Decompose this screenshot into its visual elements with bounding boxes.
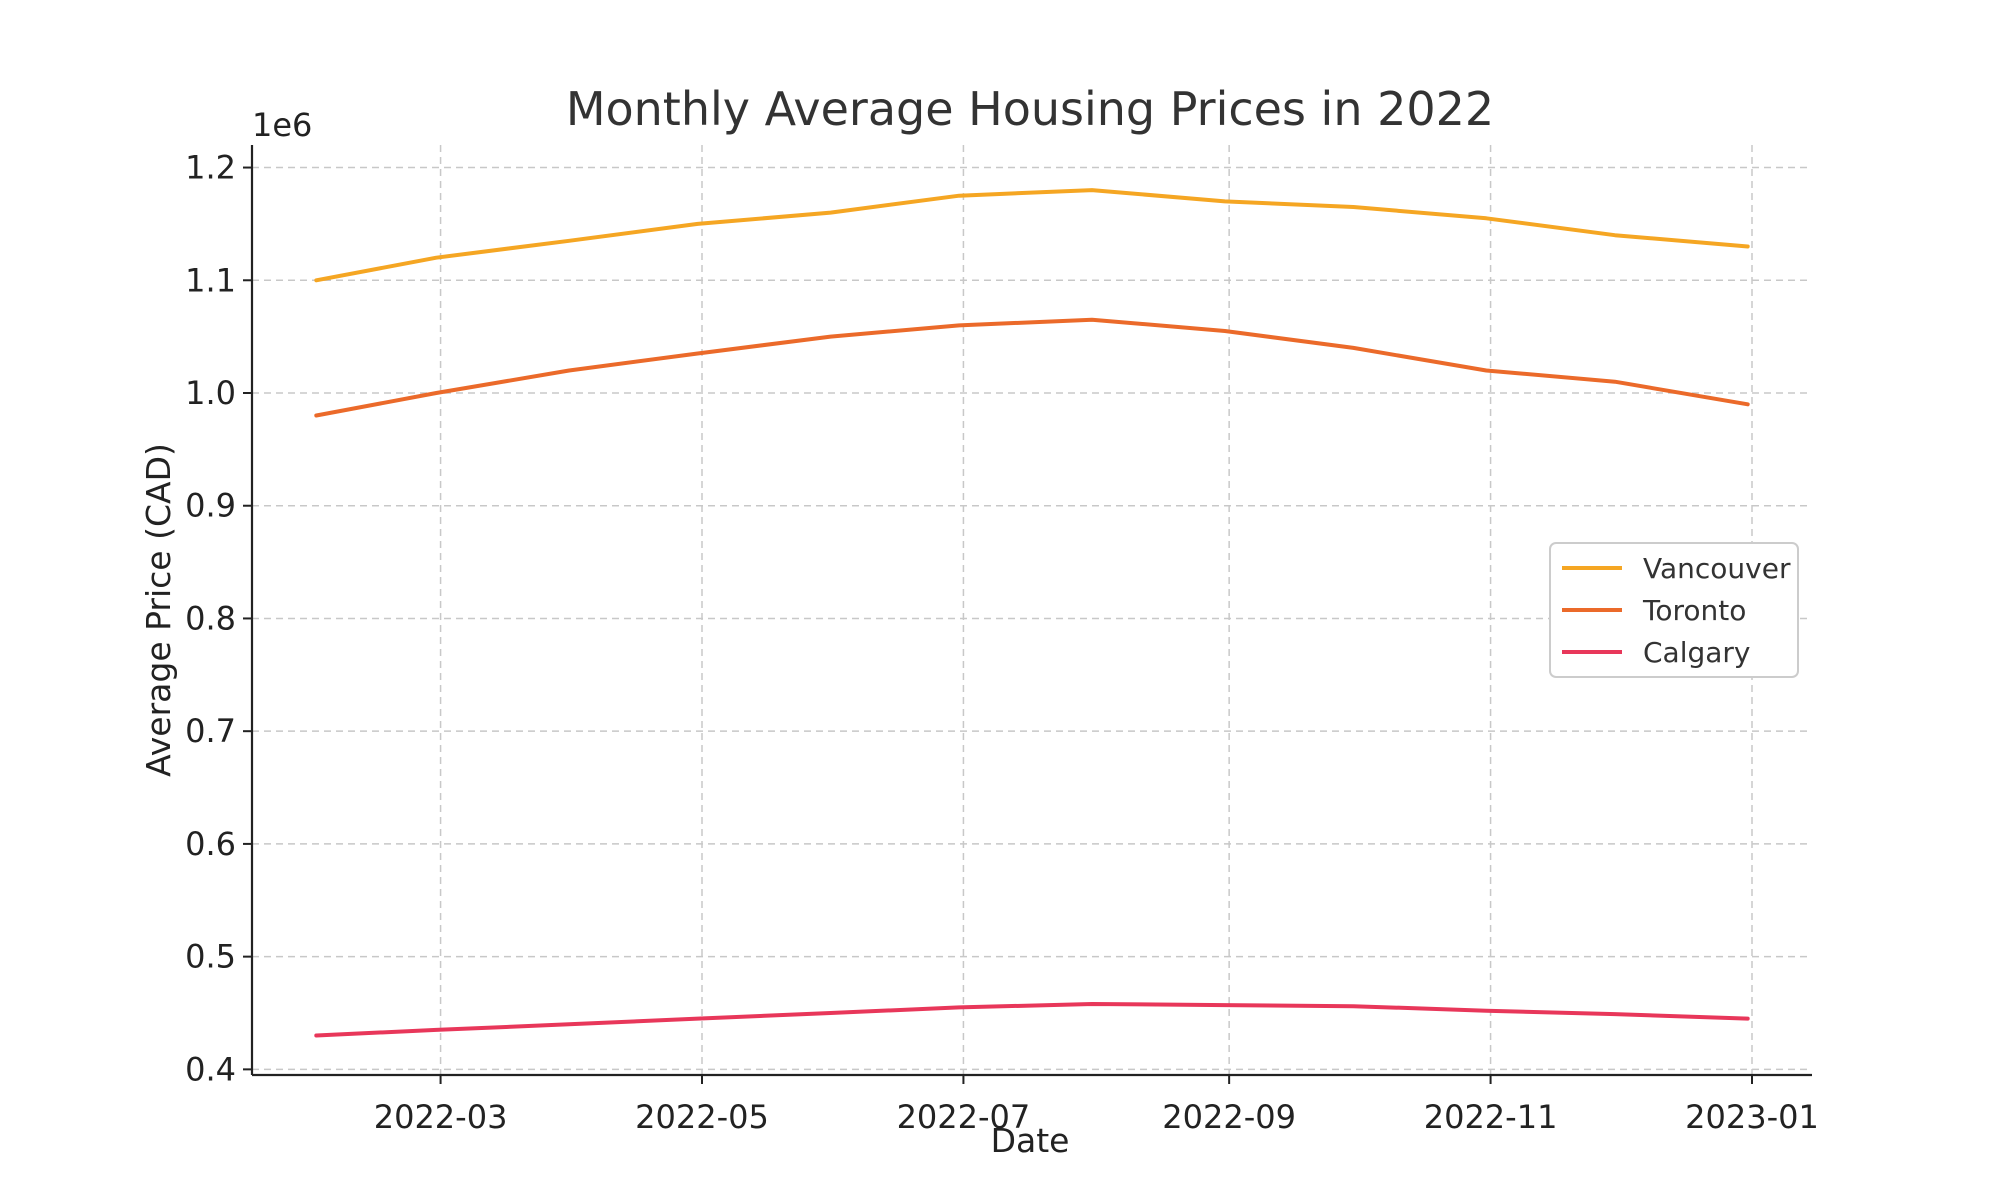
x-tick-label: 2022-07 [897,1098,1031,1136]
x-tick-label: 2023-01 [1685,1098,1819,1136]
y-tick-label: 0.7 [185,712,236,750]
axes-layer [250,145,1812,1077]
y-tick-label: 0.8 [185,599,236,637]
ticks-layer: 2022-03 2022-05 2022-07 2022-09 2022-11 2023-… [185,149,1819,1136]
series-line-calgary [314,1002,1750,1038]
x-tick-label: 2022-09 [1162,1098,1296,1136]
series-layer [314,188,1750,1038]
y-tick-label: 1.1 [185,261,236,299]
series-line-vancouver [314,188,1750,283]
legend-box [1549,542,1799,678]
y-tick-label: 0.9 [185,487,236,525]
y-tick-label: 0.4 [185,1050,236,1088]
series-line-toronto [314,317,1750,418]
legend: Vancouver Toronto Calgary [1549,542,1799,678]
y-tick-label: 0.5 [185,938,236,976]
x-tick-label: 2022-03 [374,1098,508,1136]
y-tick-label: 0.6 [185,825,236,863]
legend-label-calgary: Calgary [1643,636,1751,669]
legend-label-toronto: Toronto [1642,594,1746,627]
x-axis-label: Date [991,1121,1070,1160]
y-tick-label: 1.0 [185,374,236,412]
y-offset-label: 1e6 [252,106,312,144]
legend-items: Vancouver Toronto Calgary [1562,552,1791,669]
y-tick-label: 1.2 [185,149,236,187]
x-tick-label: 2022-05 [635,1098,769,1136]
chart-title: Monthly Average Housing Prices in 2022 [566,82,1494,136]
x-tick-label: 2022-11 [1424,1098,1558,1136]
y-axis-label: Average Price (CAD) [139,443,178,777]
legend-label-vancouver: Vancouver [1643,552,1791,585]
